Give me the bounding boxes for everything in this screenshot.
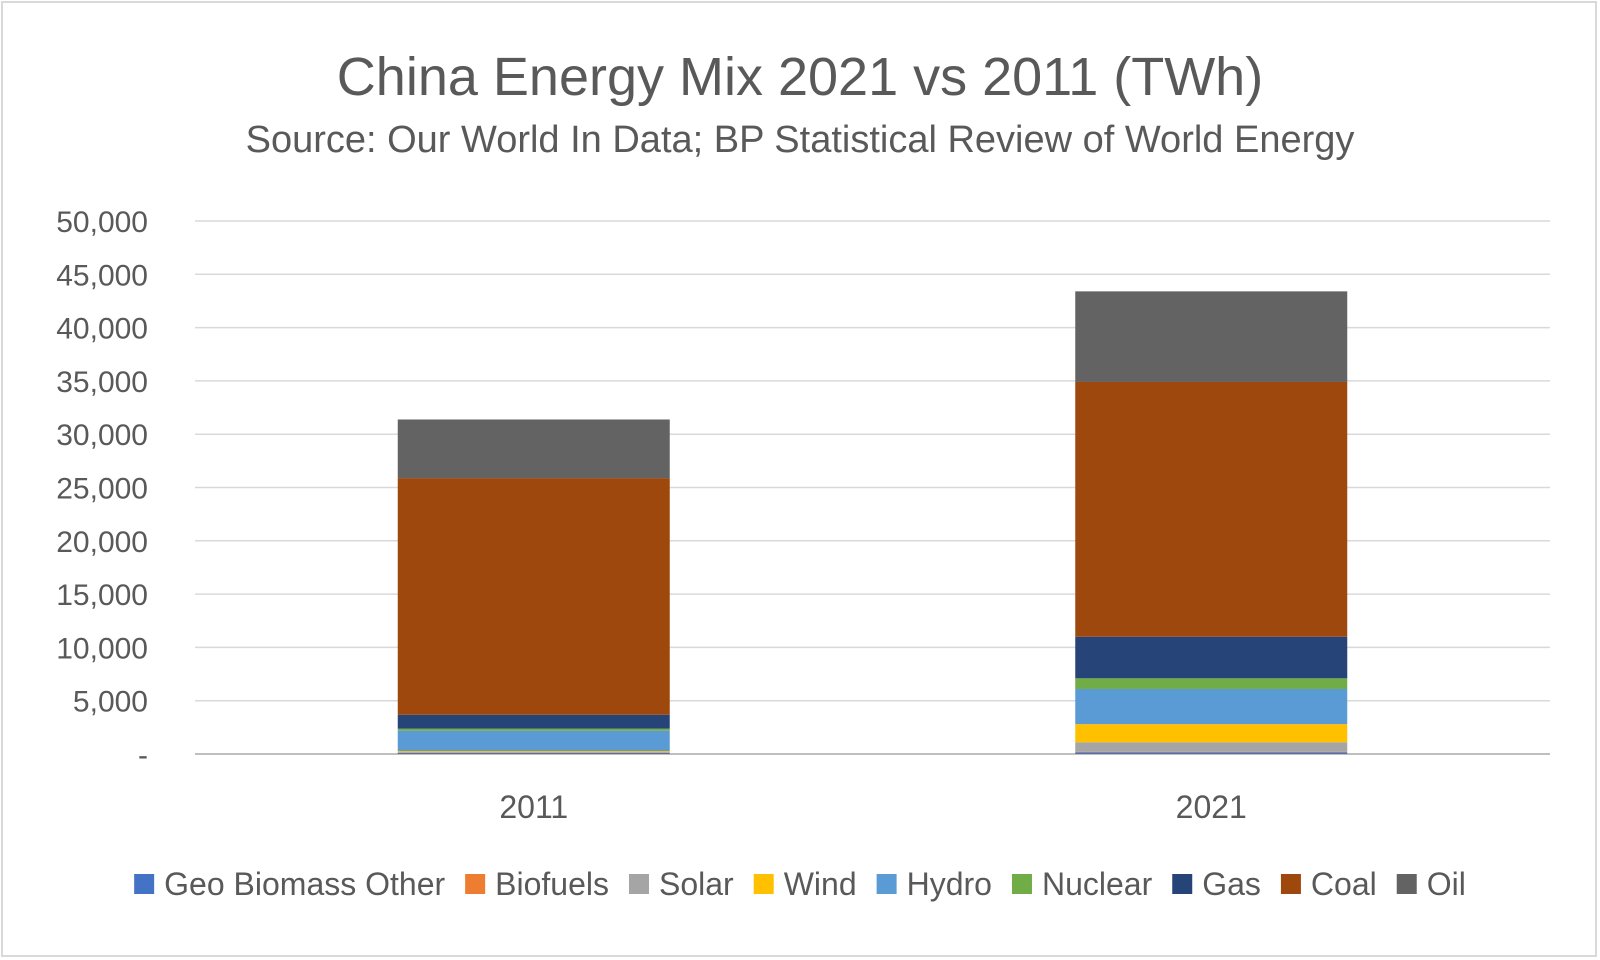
y-tick-label: 30,000	[56, 419, 148, 452]
legend-swatch	[1172, 874, 1193, 894]
legend-swatch	[753, 874, 774, 894]
bar-2011-nuclear[interactable]	[397, 728, 670, 731]
legend-item[interactable]: Wind	[753, 866, 857, 902]
bar-2021-gas[interactable]	[1075, 636, 1348, 679]
legend-swatch	[1280, 874, 1301, 894]
bar-2021-geo-biomass-other[interactable]	[1075, 752, 1348, 754]
legend-item[interactable]: Coal	[1280, 866, 1377, 902]
legend-item[interactable]: Hydro	[876, 866, 992, 902]
bar-2011-wind[interactable]	[397, 751, 670, 753]
bars	[397, 291, 1348, 754]
bar-2021-oil[interactable]	[1075, 291, 1348, 382]
y-tick-label: -	[138, 739, 148, 772]
legend-item[interactable]: Nuclear	[1011, 866, 1153, 902]
y-tick-label: 5,000	[73, 686, 148, 719]
legend-swatch	[465, 874, 486, 894]
legend-label: Biofuels	[495, 866, 609, 902]
y-tick-label: 50,000	[56, 206, 148, 239]
bar-2011-geo-biomass-other[interactable]	[397, 752, 670, 754]
x-category-label: 2021	[1176, 789, 1247, 825]
legend-label: Oil	[1427, 866, 1466, 902]
y-axis-ticks: - 5,000 10,000 15,000 20,000 25,000 30,000 35,0…	[56, 206, 148, 772]
chart-title: China Energy Mix 2021 vs 2011 (TWh)	[337, 47, 1263, 107]
legend-item[interactable]: Gas	[1172, 866, 1261, 902]
y-tick-label: 15,000	[56, 579, 148, 612]
legend-item[interactable]: Geo Biomass Other	[134, 866, 446, 902]
legend-swatch	[629, 874, 649, 894]
bar-2021-coal[interactable]	[1075, 381, 1348, 637]
bar-2011-hydro[interactable]	[397, 730, 670, 752]
legend-swatch	[1396, 874, 1417, 894]
y-tick-label: 20,000	[56, 526, 148, 559]
legend-label: Geo Biomass Other	[164, 866, 445, 902]
legend[interactable]: Geo Biomass Other Biofuels Solar Wind Hydro N…	[134, 866, 1466, 902]
legend-label: Nuclear	[1042, 866, 1153, 902]
x-category-label: 2011	[499, 789, 568, 825]
bar-2021-wind[interactable]	[1075, 724, 1348, 743]
bar-2021-nuclear[interactable]	[1075, 678, 1348, 689]
legend-item[interactable]: Solar	[629, 866, 734, 902]
bar-2011-biofuels[interactable]	[397, 752, 670, 753]
legend-label: Coal	[1311, 866, 1377, 902]
legend-label: Gas	[1202, 866, 1261, 902]
legend-label: Wind	[784, 866, 857, 902]
bar-2011-oil[interactable]	[397, 419, 670, 479]
y-tick-label: 25,000	[56, 473, 148, 506]
bar-2011-gas[interactable]	[397, 714, 670, 729]
bar-2021-hydro[interactable]	[1075, 688, 1348, 725]
legend-swatch	[1011, 874, 1032, 894]
x-axis-categories: 2011 2021	[499, 789, 1247, 825]
legend-label: Solar	[659, 866, 734, 902]
bar-2021-solar[interactable]	[1075, 742, 1348, 752]
bar-2021-biofuels[interactable]	[1075, 751, 1348, 753]
chart-subtitle: Source: Our World In Data; BP Statistica…	[246, 119, 1355, 161]
y-tick-label: 40,000	[56, 313, 148, 346]
legend-item[interactable]: Oil	[1396, 866, 1466, 902]
legend-swatch	[134, 874, 155, 894]
y-tick-label: 35,000	[56, 366, 148, 399]
legend-label: Hydro	[907, 866, 992, 902]
y-tick-label: 45,000	[56, 259, 148, 292]
bar-2011-coal[interactable]	[397, 478, 670, 715]
legend-swatch	[876, 874, 897, 894]
y-tick-label: 10,000	[56, 632, 148, 665]
legend-item[interactable]: Biofuels	[465, 866, 609, 902]
